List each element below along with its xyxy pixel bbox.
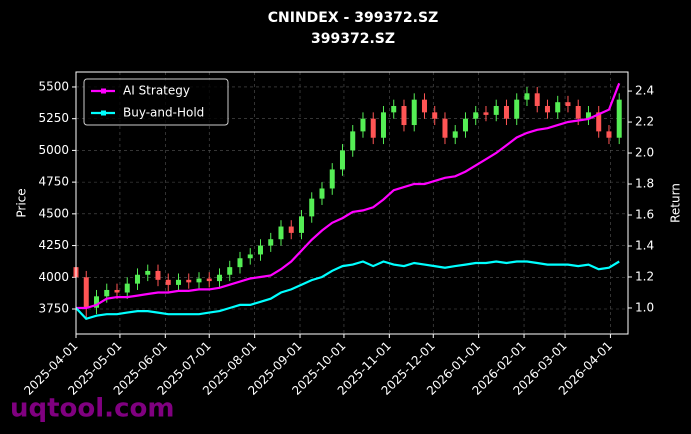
candle-body bbox=[175, 279, 181, 285]
candle-body bbox=[155, 270, 161, 280]
y2-tick-label: 2.4 bbox=[635, 84, 654, 98]
candle-body bbox=[534, 93, 540, 107]
candle-body bbox=[555, 102, 561, 113]
legend-box bbox=[83, 78, 229, 126]
y2-axis-label: Return bbox=[669, 183, 683, 223]
y-tick-label: 5000 bbox=[38, 143, 69, 157]
candle-body bbox=[493, 106, 499, 115]
y-axis-label: Price bbox=[15, 188, 29, 217]
candle-body bbox=[370, 118, 376, 138]
watermark: uqtool.com bbox=[10, 394, 174, 424]
candle-body bbox=[514, 99, 520, 119]
candle-body bbox=[257, 245, 263, 255]
y2-tick-label: 1.8 bbox=[635, 177, 654, 191]
candle-body bbox=[278, 226, 284, 240]
legend-marker bbox=[101, 110, 106, 116]
legend-label: Buy-and-Hold bbox=[123, 106, 204, 120]
candle-body bbox=[247, 254, 253, 259]
y2-tick-label: 1.0 bbox=[635, 300, 654, 314]
candle-body bbox=[585, 112, 591, 119]
candle-body bbox=[596, 112, 602, 132]
candle-body bbox=[93, 296, 99, 308]
series-line bbox=[76, 82, 621, 310]
candle-body bbox=[329, 169, 335, 189]
candle-body bbox=[483, 112, 489, 115]
candle-body bbox=[227, 267, 233, 275]
candle-body bbox=[432, 112, 438, 119]
series-line bbox=[75, 260, 620, 321]
candle-body bbox=[565, 102, 571, 107]
candle-body bbox=[421, 99, 427, 113]
y-tick-label: 4250 bbox=[38, 238, 69, 252]
y-tick-label: 4000 bbox=[38, 270, 69, 284]
candle-body bbox=[380, 112, 386, 138]
candle-body bbox=[268, 239, 274, 246]
candle-body bbox=[114, 289, 120, 293]
y-tick-label: 5500 bbox=[38, 79, 69, 93]
candle-body bbox=[442, 118, 448, 138]
candle-body bbox=[473, 112, 479, 119]
legend-marker bbox=[101, 88, 106, 94]
candle-body bbox=[104, 289, 110, 297]
plot-frame bbox=[75, 71, 629, 335]
candle-body bbox=[524, 93, 530, 100]
candle-body bbox=[288, 226, 294, 233]
candle-body bbox=[124, 283, 130, 293]
y-tick-label: 4500 bbox=[38, 206, 69, 220]
y2-tick-label: 1.2 bbox=[635, 269, 654, 283]
y-tick-label: 4750 bbox=[38, 175, 69, 189]
candle-body bbox=[319, 188, 325, 199]
candle-body bbox=[544, 106, 550, 113]
candle-body bbox=[237, 258, 243, 268]
candle-body bbox=[401, 106, 407, 126]
candle-body bbox=[350, 131, 356, 151]
legend-label: AI Strategy bbox=[123, 84, 190, 98]
candle-body bbox=[339, 150, 345, 170]
candle-body bbox=[145, 270, 151, 275]
candle-body bbox=[462, 118, 468, 132]
candle-body bbox=[391, 106, 397, 113]
candle-body bbox=[134, 274, 140, 284]
chart-title: CNINDEX - 399372.SZ bbox=[268, 10, 438, 26]
candle-body bbox=[360, 118, 366, 132]
candle-body bbox=[298, 216, 304, 233]
candle-body bbox=[196, 278, 202, 283]
candle-body bbox=[503, 106, 509, 119]
candle-body bbox=[616, 99, 622, 138]
y-tick-label: 3750 bbox=[38, 302, 69, 316]
y-tick-label: 5250 bbox=[38, 111, 69, 125]
y2-tick-label: 1.4 bbox=[635, 238, 654, 252]
candle-body bbox=[165, 279, 171, 285]
y2-tick-label: 2.2 bbox=[635, 115, 654, 129]
candle-body bbox=[309, 198, 315, 217]
candle-body bbox=[606, 131, 612, 138]
y2-tick-label: 2.0 bbox=[635, 146, 654, 160]
chart-subtitle: 399372.SZ bbox=[311, 31, 395, 47]
candle-body bbox=[575, 106, 581, 119]
candle-body bbox=[83, 277, 89, 308]
candle-body bbox=[216, 274, 222, 282]
candle-body bbox=[186, 279, 192, 283]
candle-body bbox=[452, 131, 458, 138]
y2-tick-label: 1.6 bbox=[635, 208, 654, 222]
candle-body bbox=[206, 278, 212, 282]
candle-body bbox=[411, 99, 417, 126]
